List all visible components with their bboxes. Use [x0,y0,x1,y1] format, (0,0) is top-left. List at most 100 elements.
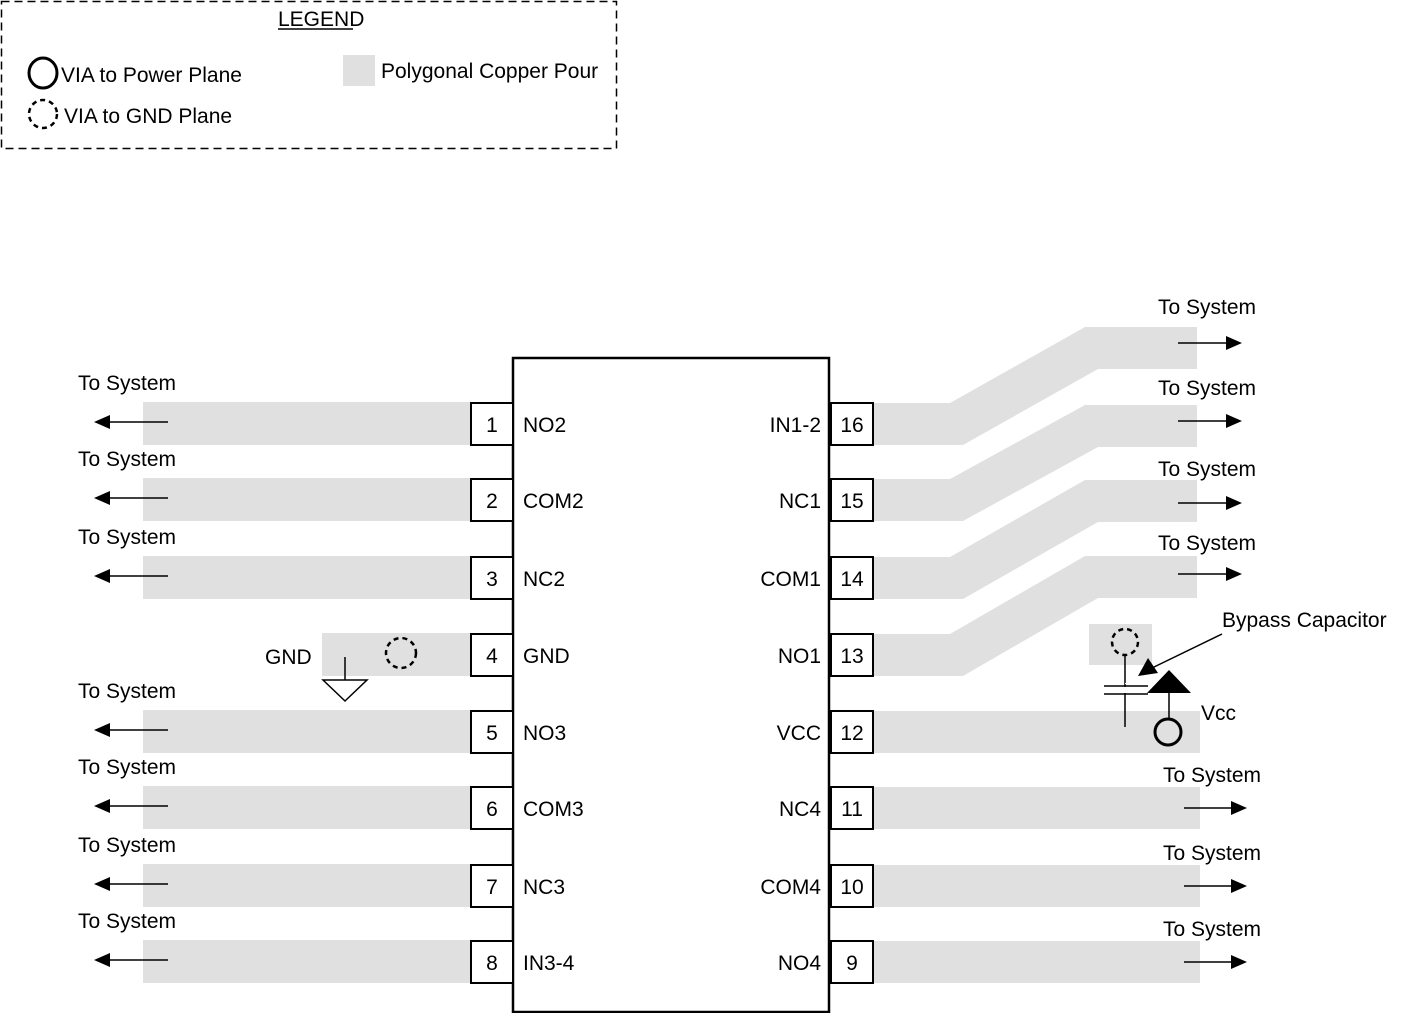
to-system-label: To System [1158,377,1256,400]
vcc-symbol-icon [1147,670,1191,693]
arrow-right-icon [1231,801,1247,815]
pin-name: IN3-4 [523,952,575,975]
arrow-right-icon [1231,955,1247,969]
pin-number: 3 [486,568,498,591]
copper-traces [143,327,1200,983]
trace-right-routed [873,480,1197,599]
trace-right-routed [873,556,1197,676]
power-via-icon [1153,717,1183,747]
pin-number: 16 [840,414,863,437]
arrow-right-icon [1226,567,1242,581]
pin-number: 7 [486,876,498,899]
trace-right-routed [873,405,1197,521]
pin-box [830,402,874,446]
legend-title: LEGEND [278,8,364,31]
vcc-trace [873,711,1200,753]
pin-name: NO2 [523,414,566,437]
power-via-icon [27,56,59,90]
pin-number: 10 [840,876,863,899]
to-system-label: To System [78,448,176,471]
pin-name: COM2 [523,490,584,513]
trace-left [143,786,471,829]
to-system-label: To System [78,910,176,933]
gnd-trace [322,633,471,676]
arrow-left-icon [94,877,110,891]
arrow-left-icon [94,491,110,505]
pin-name: NO3 [523,722,566,745]
pin-name: VCC [777,722,821,745]
to-system-label: To System [78,680,176,703]
ic-body [511,356,831,1013]
to-system-label: To System [1163,918,1261,941]
pin-number: 15 [840,490,863,513]
arrow-right-icon [1231,879,1247,893]
bypass-capacitor-label: Bypass Capacitor [1222,609,1387,632]
pin-box [470,633,514,677]
trace-left [143,478,471,521]
trace-right [873,787,1200,829]
arrow-right-icon [1226,336,1242,350]
pin-number: 2 [486,490,498,513]
to-system-label: To System [78,834,176,857]
pin-box [470,864,514,908]
ground-symbol-icon [321,679,369,703]
pin-box [470,710,514,754]
pin-box [470,786,514,830]
pin-number: 11 [841,798,863,821]
pin-box [830,786,874,830]
callout-arrow-icon [1138,658,1158,676]
to-system-label: To System [1158,296,1256,319]
pin-number: 4 [486,645,498,668]
trace-right [873,865,1200,907]
arrow-right-icon [1226,496,1242,510]
pin-box [830,633,874,677]
trace-right [873,941,1200,983]
arrow-left-icon [94,723,110,737]
pin-name: IN1-2 [770,414,821,437]
pin-name: NC3 [523,876,565,899]
gnd-via-icon [384,636,418,670]
pin-number: 14 [840,568,864,591]
arrow-left-icon [94,799,110,813]
pin-number: 8 [486,952,498,975]
pin-number: 13 [840,645,863,668]
gnd-label: GND [265,646,312,669]
trace-left [143,402,471,445]
to-system-label: To System [78,372,176,395]
legend-power-via-label: VIA to Power Plane [61,64,242,87]
pin-box [470,478,514,522]
pin-name: GND [523,645,570,668]
pin-name: COM1 [760,568,821,591]
arrow-left-icon [94,415,110,429]
pin-box [470,556,514,600]
net-labels: To System To System To System GND To System T… [78,296,1261,969]
arrow-left-icon [94,569,110,583]
trace-left [143,556,471,599]
pin-name: NC2 [523,568,565,591]
arrow-left-icon [94,953,110,967]
pin-name: NO1 [778,645,821,668]
pin-number: 1 [486,414,498,437]
legend-copper-pour-label: Polygonal Copper Pour [381,60,598,83]
bypass-capacitor-group: Vcc Bypass Capacitor [1089,609,1387,747]
pin-name: NO4 [778,952,822,975]
pin-name: COM4 [760,876,821,899]
pins: 1 NO2 2 COM2 3 NC2 4 GND 5 NO3 6 COM3 7 NC3 8 IN3-4 16 IN… [470,402,874,984]
legend: LEGEND VIA to Power Plane VIA to GND Pla… [0,0,618,150]
trace-left [143,864,471,907]
to-system-label: To System [78,526,176,549]
callout-line [1151,633,1223,669]
to-system-label: To System [1163,842,1261,865]
pin-box [470,402,514,446]
pin-box [830,864,874,908]
pin-number: 5 [486,722,498,745]
legend-border [0,0,618,150]
pin-box [470,940,514,984]
copper-pour-swatch-icon [343,55,375,86]
pin-number: 6 [486,798,498,821]
pin-number: 12 [840,722,863,745]
pin-name: NC1 [779,490,821,513]
trace-left [143,710,471,753]
